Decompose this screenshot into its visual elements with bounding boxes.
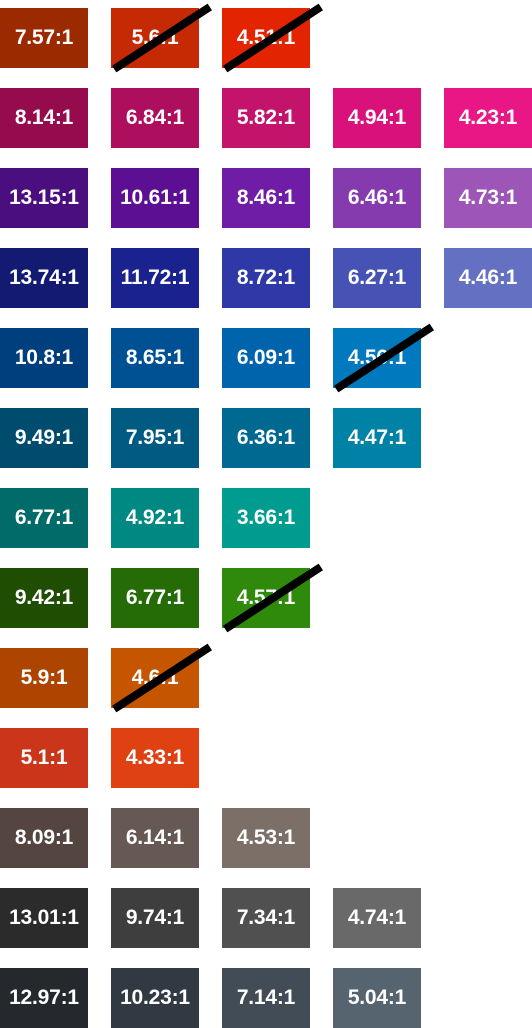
color-swatch: 4.56:1	[333, 323, 434, 393]
contrast-ratio-label: 4.46:1	[458, 266, 518, 289]
color-swatch: 13.01:1	[0, 888, 88, 948]
contrast-ratio-label: 6.46:1	[347, 186, 407, 209]
color-swatch: 8.72:1	[222, 248, 310, 308]
color-swatch: 12.97:1	[0, 968, 88, 1028]
contrast-ratio-label: 5.1:1	[20, 746, 68, 769]
color-swatch: 6.77:1	[0, 488, 88, 548]
color-swatch: 8.14:1	[0, 88, 88, 148]
contrast-ratio-label: 6.27:1	[347, 266, 407, 289]
contrast-ratio-label: 6.77:1	[125, 586, 185, 609]
contrast-ratio-label: 6.36:1	[236, 426, 296, 449]
contrast-ratio-label: 11.72:1	[120, 266, 190, 289]
color-swatch: 7.14:1	[222, 968, 310, 1028]
color-swatch: 3.66:1	[222, 488, 310, 548]
color-swatch: 5.82:1	[222, 88, 310, 148]
color-swatch: 10.23:1	[111, 968, 199, 1028]
color-swatch: 6.14:1	[111, 808, 199, 868]
contrast-ratio-label: 6.77:1	[14, 506, 74, 529]
color-swatch: 4.94:1	[333, 88, 421, 148]
strikethrough-mark	[112, 643, 212, 713]
color-swatch: 4.92:1	[111, 488, 199, 548]
color-swatch: 6.27:1	[333, 248, 421, 308]
color-swatch: 4.57:1	[222, 563, 323, 633]
contrast-ratio-label: 13.15:1	[9, 186, 79, 209]
contrast-ratio-label: 7.57:1	[14, 26, 74, 49]
contrast-ratio-label: 8.65:1	[125, 346, 185, 369]
contrast-ratio-label: 8.14:1	[14, 106, 74, 129]
contrast-ratio-label: 10.8:1	[14, 346, 74, 369]
contrast-ratio-label: 9.49:1	[14, 426, 74, 449]
color-swatch: 7.57:1	[0, 8, 88, 68]
contrast-ratio-label: 3.66:1	[236, 506, 296, 529]
contrast-ratio-label: 7.95:1	[125, 426, 185, 449]
color-swatch: 4.73:1	[444, 168, 532, 228]
contrast-ratio-label: 6.84:1	[125, 106, 185, 129]
contrast-ratio-label: 4.92:1	[125, 506, 185, 529]
color-swatch: 6.46:1	[333, 168, 421, 228]
contrast-ratio-label: 4.47:1	[347, 426, 407, 449]
contrast-ratio-label: 13.01:1	[9, 906, 79, 929]
color-swatch: 13.74:1	[0, 248, 88, 308]
color-swatch: 9.42:1	[0, 568, 88, 628]
contrast-ratio-label: 9.74:1	[125, 906, 185, 929]
contrast-ratio-label: 4.23:1	[458, 106, 518, 129]
contrast-ratio-label: 8.46:1	[236, 186, 296, 209]
color-swatch: 5.1:1	[0, 728, 88, 788]
contrast-ratio-label: 4.73:1	[458, 186, 518, 209]
contrast-ratio-label: 13.74:1	[9, 266, 79, 289]
color-swatch: 10.61:1	[111, 168, 199, 228]
color-swatch: 10.8:1	[0, 328, 88, 388]
color-swatch: 7.95:1	[111, 408, 199, 468]
color-swatch: 4.46:1	[444, 248, 532, 308]
color-swatch: 5.6:1	[111, 3, 212, 73]
contrast-ratio-label: 7.14:1	[236, 986, 296, 1009]
color-swatch: 7.34:1	[222, 888, 310, 948]
color-swatch: 5.9:1	[0, 648, 88, 708]
contrast-ratio-label: 4.94:1	[347, 106, 407, 129]
contrast-ratio-label: 12.97:1	[9, 986, 79, 1009]
contrast-ratio-label: 5.82:1	[236, 106, 296, 129]
contrast-ratio-label: 7.34:1	[236, 906, 296, 929]
color-swatch: 8.46:1	[222, 168, 310, 228]
color-swatch: 13.15:1	[0, 168, 88, 228]
color-swatch: 4.74:1	[333, 888, 421, 948]
contrast-ratio-label: 6.09:1	[236, 346, 296, 369]
color-swatch: 4.47:1	[333, 408, 421, 468]
contrast-ratio-label: 4.33:1	[125, 746, 185, 769]
color-swatch: 9.74:1	[111, 888, 199, 948]
color-swatch: 11.72:1	[111, 248, 199, 308]
color-swatch: 4.6:1	[111, 643, 212, 713]
contrast-ratio-label: 8.72:1	[236, 266, 296, 289]
contrast-ratio-label: 4.53:1	[236, 826, 296, 849]
contrast-ratio-label: 9.42:1	[14, 586, 74, 609]
contrast-ratio-label: 10.23:1	[120, 986, 190, 1009]
color-swatch: 4.51:1	[222, 3, 323, 73]
contrast-ratio-label: 10.61:1	[120, 186, 190, 209]
color-swatch: 4.53:1	[222, 808, 310, 868]
color-swatch: 8.09:1	[0, 808, 88, 868]
color-swatch: 6.77:1	[111, 568, 199, 628]
contrast-ratio-label: 6.14:1	[125, 826, 185, 849]
color-swatch: 6.36:1	[222, 408, 310, 468]
contrast-ratio-label: 5.9:1	[20, 666, 68, 689]
color-swatch: 4.23:1	[444, 88, 532, 148]
color-swatch: 5.04:1	[333, 968, 421, 1028]
contrast-ratio-label: 5.04:1	[347, 986, 407, 1009]
contrast-ratio-label: 8.09:1	[14, 826, 74, 849]
color-swatch: 6.09:1	[222, 328, 310, 388]
color-swatch: 8.65:1	[111, 328, 199, 388]
color-swatch: 4.33:1	[111, 728, 199, 788]
contrast-ratio-label: 4.74:1	[347, 906, 407, 929]
color-swatch: 6.84:1	[111, 88, 199, 148]
color-swatch: 9.49:1	[0, 408, 88, 468]
strikethrough-mark	[112, 3, 212, 73]
